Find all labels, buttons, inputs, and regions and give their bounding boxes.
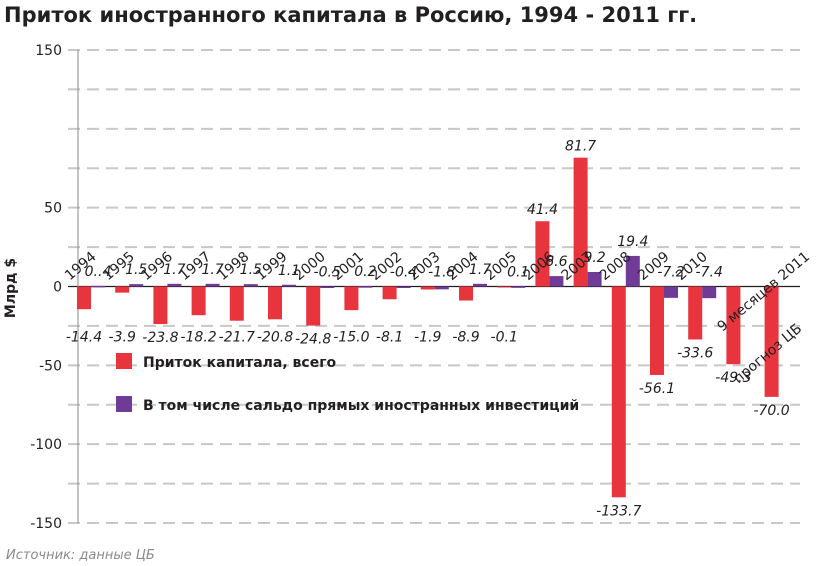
value-label-fdi: 1.5: [125, 262, 147, 278]
grid-lines: [68, 49, 800, 524]
bar-fdi: [434, 286, 449, 290]
value-label-fdi: 1.7: [201, 262, 223, 278]
bar-fdi: [511, 286, 526, 288]
bar-total: [191, 286, 206, 316]
bar-fdi: [91, 285, 105, 288]
value-label-total: 41.4: [527, 202, 558, 218]
bar-total: [497, 286, 512, 288]
bar-total: [459, 286, 473, 301]
y-axis-label: Млрд $: [3, 258, 19, 318]
value-label-fdi: -7.4: [696, 265, 723, 281]
bar-fdi: [282, 284, 296, 287]
value-label-total: -0.1: [491, 330, 518, 346]
bar-total: [268, 286, 282, 320]
value-label-fdi: -7.2: [657, 265, 684, 281]
value-label-total: -18.2: [180, 330, 216, 346]
bar-fdi: [587, 271, 602, 287]
legend-swatch-total: [116, 353, 132, 369]
legend-label-total: Приток капитала, всего: [143, 355, 337, 371]
source-note: Источник: данные ЦБ: [6, 548, 155, 563]
value-label-total: -8.9: [452, 330, 479, 346]
bar-total: [153, 286, 168, 325]
bars: [77, 157, 779, 498]
value-label-total: -23.8: [142, 330, 178, 346]
y-tick-label: 150: [35, 43, 62, 59]
value-label-fdi: 0.1: [507, 264, 529, 280]
value-label-fdi: 1.7: [163, 262, 185, 278]
value-label-fdi: -0.5: [314, 265, 341, 281]
bar-fdi: [625, 255, 640, 287]
y-tick-label: -150: [30, 516, 62, 532]
bar-total: [764, 286, 779, 397]
value-label-fdi: 1.7: [469, 262, 491, 278]
bar-fdi: [358, 286, 373, 288]
value-label-total: -8.1: [376, 330, 403, 346]
value-label-total: -3.9: [109, 330, 136, 346]
chart-title: Приток иностранного капитала в Россию, 1…: [4, 3, 698, 27]
value-label-fdi: 0..4: [85, 264, 112, 280]
value-label-fdi: 19.4: [617, 234, 648, 250]
value-label-fdi: 9.2: [583, 250, 605, 266]
value-label-fdi: 6.6: [545, 254, 567, 270]
y-tick-label: 0: [53, 280, 62, 296]
bar-total: [306, 286, 321, 326]
value-label-fdi: 0.2: [354, 264, 376, 280]
value-label-total: -33.6: [677, 345, 713, 361]
bar-total: [535, 221, 550, 287]
bar-total: [726, 286, 741, 365]
bar-total: [611, 286, 626, 498]
value-label-total: -14.4: [66, 330, 102, 346]
bar-total: [115, 286, 130, 293]
value-label-total: -24.8: [295, 332, 331, 348]
value-label-total: 81.7: [565, 139, 596, 155]
value-label-total: -20.8: [257, 330, 293, 346]
bar-total: [650, 286, 664, 375]
y-axis: 150 50 0 -50 -100 -150 Млрд $: [3, 43, 79, 532]
bar-fdi: [243, 284, 258, 287]
bar-fdi: [129, 284, 144, 287]
bar-total: [382, 286, 397, 300]
bar-fdi: [473, 283, 487, 287]
value-label-total: -133.7: [596, 503, 641, 519]
bar-fdi: [205, 283, 220, 287]
bar-fdi: [549, 276, 564, 287]
value-label-total: -49.3: [715, 370, 751, 386]
bar-total: [420, 286, 435, 290]
bar-fdi: [320, 286, 335, 288]
value-label-total: -1.9: [414, 330, 441, 346]
bar-fdi: [664, 286, 678, 298]
bar-total: [573, 157, 588, 287]
legend-label-fdi: В том числе сальдо прямых иностранных ин…: [143, 398, 579, 414]
value-label-fdi: -1.8: [428, 265, 455, 281]
value-label-total: -21.7: [219, 330, 255, 346]
bar-fdi: [396, 286, 411, 288]
legend-swatch-fdi: [116, 396, 132, 412]
y-tick-label: -100: [30, 437, 62, 453]
bar-total: [688, 286, 703, 340]
bar-total: [344, 286, 359, 311]
bar-fdi: [702, 286, 717, 299]
value-label-fdi: -0.4: [390, 265, 417, 281]
value-label-fdi: 1.5: [240, 262, 262, 278]
value-label-total: -15.0: [333, 330, 369, 346]
value-label-total: -70.0: [753, 403, 789, 419]
value-label-fdi: 1.1: [278, 263, 300, 279]
value-labels: -14.4 0..4 -3.9 1.5 -23.8 1.7 -18.2 1.7 -21.7 1.5…: [66, 139, 790, 520]
y-tick-label: 50: [44, 201, 62, 217]
value-label-total: -56.1: [639, 381, 675, 397]
y-tick-label: -50: [39, 358, 62, 374]
legend: Приток капитала, всего В том числе сальдо…: [116, 353, 579, 414]
bar-fdi: [167, 283, 182, 287]
bar-total: [229, 286, 244, 321]
bar-total: [77, 286, 91, 310]
